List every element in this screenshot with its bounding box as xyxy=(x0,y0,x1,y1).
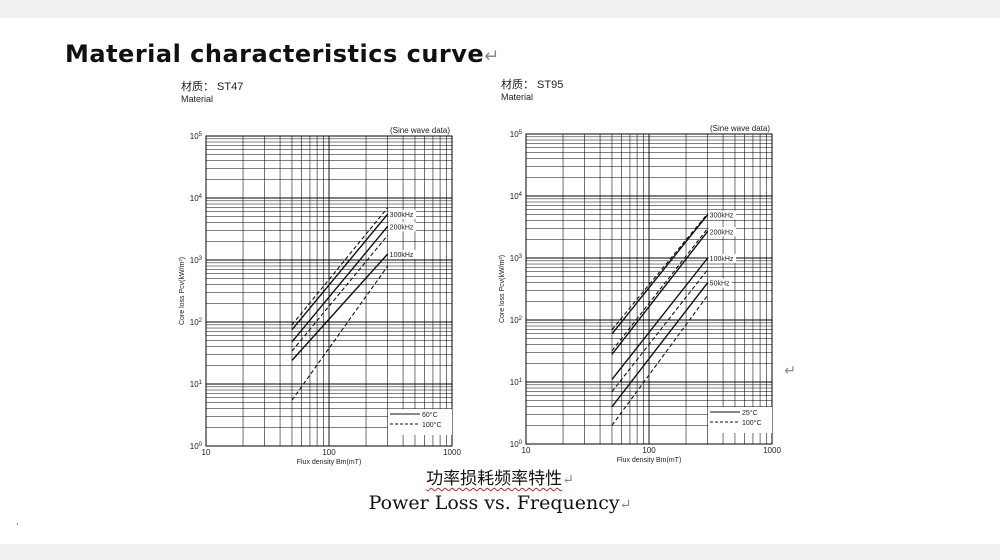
series-line xyxy=(291,207,389,326)
document-title: Material characteristics curve↵ xyxy=(65,40,500,68)
series-line xyxy=(611,213,709,330)
x-tick-label: 1000 xyxy=(763,446,781,455)
legend-label: 100°C xyxy=(422,421,442,429)
legend-label: 100°C xyxy=(742,419,762,427)
y-tick-label: 102 xyxy=(510,316,523,325)
series-label: 50kHz xyxy=(710,281,730,288)
series-line xyxy=(291,213,389,331)
series-line xyxy=(611,214,709,335)
series-label-bg xyxy=(388,210,416,220)
x-axis-label: Flux density Bm(mT) xyxy=(297,459,362,466)
caption-chinese: 功率损耗频率特性↵ xyxy=(0,464,1000,489)
caption-english-text: Power Loss vs. Frequency xyxy=(368,492,620,514)
document-page: Material characteristics curve↵ 材质： ST47… xyxy=(0,18,1000,544)
title-text: Material characteristics curve xyxy=(65,40,485,68)
material-en-label: Material xyxy=(501,92,533,102)
x-tick-label: 100 xyxy=(642,446,656,455)
legend-label: 25°C xyxy=(742,409,758,417)
y-tick-label: 105 xyxy=(190,132,203,141)
series-label-bg xyxy=(388,249,416,259)
x-axis-label: Flux density Bm(mT) xyxy=(617,457,682,464)
plot-frame xyxy=(205,135,453,447)
y-tick-label: 102 xyxy=(190,318,203,327)
series-label: 100kHz xyxy=(390,252,414,259)
y-axis-label: Core loss Pcv(kW/m³) xyxy=(179,257,186,325)
paragraph-mark: ↵ xyxy=(484,46,500,67)
plot-frame xyxy=(525,133,773,445)
series-line xyxy=(611,230,709,355)
series-line xyxy=(611,228,709,352)
series-line xyxy=(291,234,389,352)
y-tick-label: 103 xyxy=(190,256,203,265)
series-label-bg xyxy=(708,278,732,288)
y-tick-label: 104 xyxy=(510,192,523,201)
chart-st47: 材质： ST47 Material (Sine wave data) 100 101 10… xyxy=(165,78,465,466)
series-line xyxy=(291,225,389,343)
series-label: 200kHz xyxy=(390,224,414,231)
legend-box xyxy=(388,409,452,435)
legend-box xyxy=(708,407,772,433)
series-label-bg xyxy=(708,254,736,263)
y-tick-label: 103 xyxy=(510,254,523,263)
chart-st95: 材质： ST95 Material (Sine wave data) 100 101 10… xyxy=(485,76,785,464)
series-line xyxy=(611,282,709,408)
series-label-bg xyxy=(708,227,736,237)
caption-english: Power Loss vs. Frequency↵ xyxy=(0,492,1000,514)
series-line xyxy=(611,269,709,392)
grid xyxy=(525,134,772,445)
x-tick-label: 100 xyxy=(322,448,336,457)
x-tick-label: 1000 xyxy=(443,448,461,457)
caption-english-mark: ↵ xyxy=(619,497,632,513)
caption-chinese-text: 功率损耗频率特性 xyxy=(426,469,563,489)
material-en-label: Material xyxy=(181,94,213,104)
y-tick-label: 100 xyxy=(190,442,203,451)
stray-dot xyxy=(17,523,18,525)
sine-wave-note: (Sine wave data) xyxy=(710,124,770,133)
y-tick-label: 105 xyxy=(510,130,523,139)
series-line xyxy=(291,253,389,361)
material-label: 材质： ST95 xyxy=(501,77,563,91)
series-line xyxy=(611,294,709,426)
y-tick-label: 101 xyxy=(190,380,203,389)
series-label: 300kHz xyxy=(710,213,734,220)
caption-chinese-mark: ↵ xyxy=(562,472,574,488)
x-tick-label: 10 xyxy=(202,448,211,457)
legend-label: 60°C xyxy=(422,411,438,419)
y-tick-label: 101 xyxy=(510,378,523,387)
material-label: 材质： ST47 xyxy=(181,79,243,93)
x-tick-label: 10 xyxy=(522,446,531,455)
series-label-bg xyxy=(708,210,736,220)
y-tick-label: 104 xyxy=(190,194,203,203)
y-axis-label: Core loss Pcv(kW/m³) xyxy=(499,255,506,323)
y-tick-label: 100 xyxy=(510,440,523,449)
series-label: 200kHz xyxy=(710,229,734,236)
series-line xyxy=(611,257,709,380)
series-line xyxy=(291,265,389,401)
series-label: 300kHz xyxy=(390,212,414,219)
sine-wave-note: (Sine wave data) xyxy=(390,126,450,135)
grid xyxy=(205,136,452,447)
series-label-bg xyxy=(388,222,416,232)
paragraph-mark-right: ↵ xyxy=(784,363,796,379)
series-label: 100kHz xyxy=(710,256,734,263)
